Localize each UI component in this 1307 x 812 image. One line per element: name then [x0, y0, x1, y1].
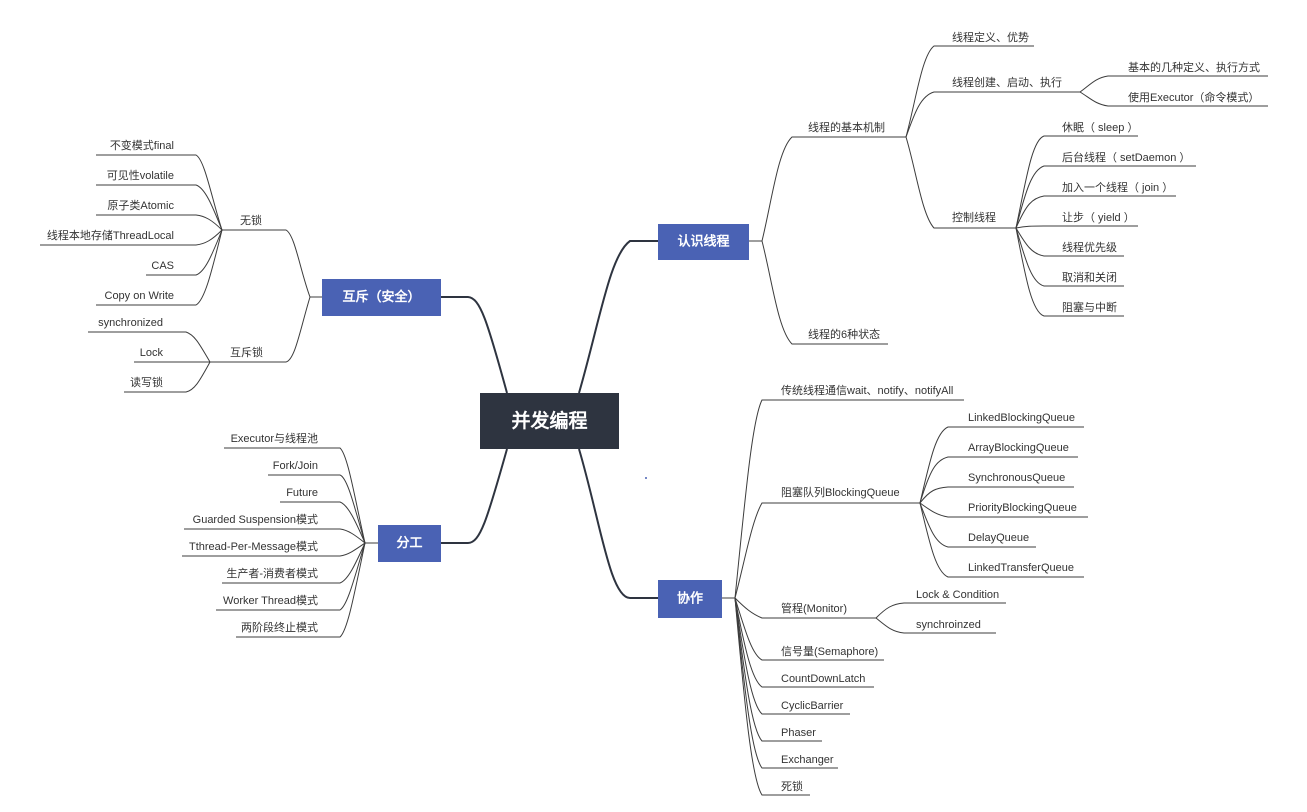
huchi-topics: 无锁 不变模式final 可见性volatile 原子类Atomic 线程本地存… — [47, 138, 263, 389]
root-title: 并发编程 — [511, 409, 587, 432]
topic-cb: CyclicBarrier — [781, 700, 844, 712]
topic-lockcond: Lock & Condition — [916, 589, 999, 601]
topic-bq: 阻塞队列BlockingQueue — [781, 485, 900, 499]
topic-lock: Lock — [140, 347, 164, 359]
branch-box — [658, 580, 722, 618]
topic-final: 不变模式final — [110, 138, 174, 152]
topic-cow: Copy on Write — [105, 290, 175, 302]
topic-ltq: LinkedTransferQueue — [968, 562, 1074, 574]
branch-box — [322, 279, 441, 316]
branch-xiezuo: 协作 — [658, 580, 722, 618]
main-connectors — [441, 240, 660, 599]
topic-daemon: 后台线程（ setDaemon ） — [1062, 150, 1190, 164]
topic-future: Future — [286, 487, 318, 499]
topic-states: 线程的6种状态 — [808, 327, 880, 341]
topic-wusuo: 无锁 — [240, 213, 262, 227]
topic-lbq: LinkedBlockingQueue — [968, 412, 1075, 424]
topic-chuangjian: 线程创建、启动、执行 — [952, 75, 1062, 89]
topic-cas: CAS — [151, 260, 174, 272]
topic-semaphore: 信号量(Semaphore) — [781, 645, 878, 658]
topic-interrupt: 阻塞与中断 — [1062, 300, 1117, 314]
topic-jiben: 基本的几种定义、执行方式 — [1128, 60, 1260, 74]
branch-renshi: 认识线程 — [658, 224, 749, 260]
branch-box — [658, 224, 749, 260]
branch-huchi: 互斥（安全） — [322, 279, 441, 316]
topic-volatile: 可见性volatile — [107, 168, 174, 182]
topic-guarded: Guarded Suspension模式 — [193, 513, 318, 526]
topic-monitor: 管程(Monitor) — [781, 601, 847, 615]
stray-dot — [645, 477, 647, 479]
topic-threadlocal: 线程本地存储ThreadLocal — [47, 228, 174, 242]
topic-join: 加入一个线程（ join ） — [1062, 180, 1173, 194]
topic-worker: Worker Thread模式 — [223, 594, 318, 607]
topic-jizhi: 线程的基本机制 — [808, 120, 885, 134]
topic-wait: 传统线程通信wait、notify、notifyAll — [781, 383, 953, 397]
topic-dq: DelayQueue — [968, 532, 1029, 544]
topic-atomic: 原子类Atomic — [107, 198, 174, 212]
topic-exchanger: Exchanger — [781, 754, 834, 766]
topic-twophase: 两阶段终止模式 — [241, 620, 318, 634]
topic-kongzhi: 控制线程 — [952, 210, 996, 224]
topic-phaser: Phaser — [781, 727, 816, 739]
topic-rwlock: 读写锁 — [130, 375, 163, 389]
topic-cdl: CountDownLatch — [781, 673, 865, 685]
topic-priority: 线程优先级 — [1062, 240, 1117, 254]
topic-cancel: 取消和关闭 — [1062, 270, 1117, 284]
branch-label-fengong: 分工 — [396, 535, 422, 551]
topic-yield: 让步（ yield ） — [1062, 211, 1135, 224]
topic-deadlock: 死锁 — [781, 779, 803, 793]
topic-dingyi: 线程定义、优势 — [952, 30, 1029, 44]
renshi-topics: 线程的基本机制 线程定义、优势 线程创建、启动、执行 基本的几种定义、执行方式 … — [808, 30, 1260, 341]
fengong-topics: Executor与线程池 Fork/Join Future Guarded Su… — [189, 431, 318, 634]
branch-label-huchi: 互斥（安全） — [342, 289, 420, 305]
topic-husuo: 互斥锁 — [230, 345, 263, 359]
branch-box — [378, 525, 441, 562]
topic-sync2: synchroinzed — [916, 619, 981, 631]
topic-synchronized: synchronized — [98, 317, 163, 329]
topic-pbq: PriorityBlockingQueue — [968, 502, 1077, 514]
branch-fengong: 分工 — [378, 525, 441, 562]
xiezuo-topics: 传统线程通信wait、notify、notifyAll 阻塞队列Blocking… — [781, 383, 1077, 793]
topic-pool: Executor与线程池 — [231, 431, 318, 445]
edges — [40, 45, 1268, 796]
topic-forkjoin: Fork/Join — [273, 460, 318, 472]
topic-pc: 生产者-消费者模式 — [226, 566, 318, 580]
root-node: 并发编程 — [480, 393, 619, 449]
branch-label-xiezuo: 协作 — [677, 591, 703, 607]
topic-executor: 使用Executor（命令模式） — [1128, 90, 1259, 104]
root-box — [480, 393, 619, 449]
branch-label-renshi: 认识线程 — [677, 234, 729, 250]
topic-tpm: Tthread-Per-Message模式 — [189, 540, 318, 553]
topic-sleep: 休眠（ sleep ） — [1062, 121, 1138, 134]
topic-sq: SynchronousQueue — [968, 472, 1065, 484]
topic-abq: ArrayBlockingQueue — [968, 442, 1069, 454]
